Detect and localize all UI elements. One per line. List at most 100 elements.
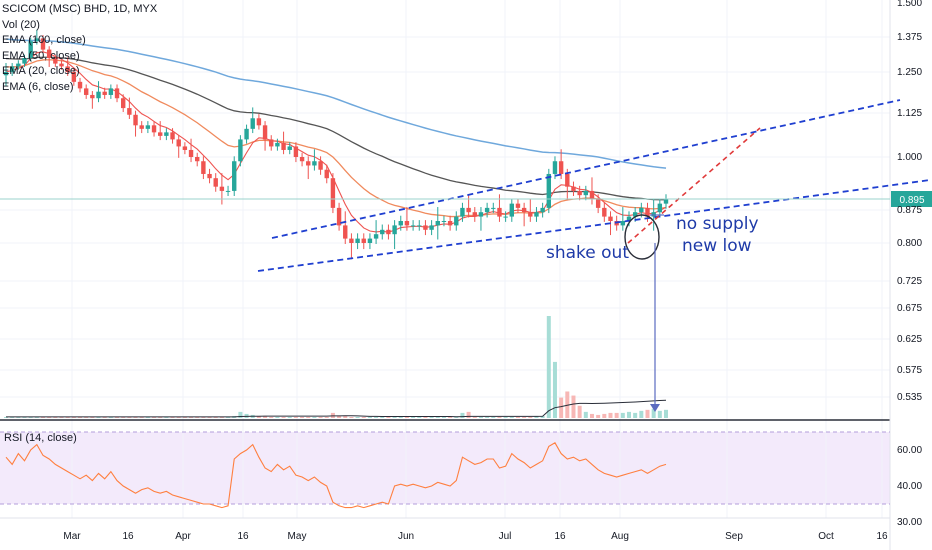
volume-bar	[448, 416, 453, 418]
legend-item-vol: Vol (20)	[2, 18, 40, 31]
candle-body	[491, 207, 496, 209]
volume-bar	[577, 405, 582, 418]
candle-body	[299, 157, 305, 162]
volume-bar	[312, 416, 317, 418]
candle-body	[176, 139, 181, 147]
candle-body	[269, 139, 274, 147]
candle-body	[158, 132, 163, 136]
time-tick-label: 16	[237, 531, 249, 542]
arrow-head	[650, 404, 660, 412]
candle-body	[355, 238, 360, 243]
volume-bar	[398, 416, 403, 418]
candle-body	[71, 72, 77, 82]
candle-body	[133, 114, 138, 126]
volume-bar	[528, 416, 533, 418]
volume-bar	[620, 412, 625, 418]
candle-body	[460, 207, 465, 217]
volume-bar	[367, 416, 372, 418]
legend-item-ema100: EMA (100, close)	[2, 34, 86, 46]
candle-body	[77, 81, 83, 89]
volume-bar	[127, 416, 132, 418]
candle-body	[386, 229, 391, 235]
candle-body	[287, 146, 292, 150]
volume-bar	[552, 361, 557, 418]
volume-bar	[614, 412, 619, 418]
time-tick-label: 16	[876, 531, 888, 542]
volume-bar	[263, 415, 268, 418]
candle-body	[182, 146, 188, 150]
candle-body	[343, 225, 348, 239]
volume-bar	[152, 416, 157, 418]
candle-body	[565, 173, 570, 187]
volume-bar	[28, 416, 33, 418]
candle-body	[417, 225, 422, 227]
time-tick-label: Apr	[175, 531, 191, 542]
price-tick-label: 0.725	[897, 276, 922, 287]
volume-bar	[454, 416, 459, 418]
volume-bar	[478, 416, 483, 418]
price-tick-label: 1.375	[897, 32, 922, 43]
volume-bar	[275, 416, 280, 418]
volume-bar	[213, 416, 218, 418]
candle-body	[509, 203, 514, 217]
volume-bar	[115, 416, 120, 418]
candle-body	[373, 234, 379, 239]
candle-body	[497, 207, 502, 217]
volume-bar	[201, 416, 206, 418]
candle-body	[145, 125, 151, 129]
candle-body	[423, 225, 428, 230]
candle-body	[602, 207, 607, 217]
candle-body	[595, 199, 601, 208]
volume-bar	[41, 416, 46, 418]
volume-bar	[466, 411, 471, 418]
candle-body	[96, 91, 101, 99]
time-tick-label: Aug	[611, 531, 629, 542]
candle-body	[164, 132, 169, 136]
volume-bar	[361, 416, 366, 418]
candle-body	[213, 178, 218, 187]
volume-bar	[657, 410, 662, 418]
annotation-new-low: new low	[682, 236, 752, 256]
volume-bar	[287, 416, 292, 418]
volume-bar	[306, 416, 311, 418]
candle-body	[472, 212, 477, 217]
projection-line	[627, 127, 761, 244]
volume-bar	[509, 416, 514, 418]
volume-bar	[170, 416, 175, 418]
volume-bar	[139, 416, 144, 418]
volume-ma-line	[6, 399, 667, 418]
rsi-tick-label: 60.00	[897, 445, 922, 456]
candle-body	[281, 142, 286, 150]
candle-body	[275, 142, 280, 147]
candle-body	[589, 190, 595, 200]
candle-body	[466, 207, 471, 213]
legend-item-ema20: EMA (20, close)	[2, 65, 80, 77]
volume-bar	[417, 416, 422, 418]
volume-bar	[176, 416, 181, 418]
legend-item-ema6: EMA (6, close)	[2, 80, 74, 93]
volume-bar	[472, 416, 477, 418]
volume-bar	[189, 416, 194, 418]
volume-bar	[589, 413, 594, 418]
lower-trendline	[257, 179, 931, 272]
volume-bar	[485, 416, 490, 418]
volume-bar	[596, 414, 601, 418]
candle-body	[108, 88, 114, 95]
volume-bar	[207, 416, 212, 418]
candle-body	[484, 207, 490, 213]
candle-body	[120, 98, 126, 109]
candle-body	[657, 203, 663, 213]
volume-bar	[34, 416, 39, 418]
candle-body	[225, 190, 231, 192]
candle-body	[620, 221, 626, 226]
legend-item-ema50: EMA (50, close)	[2, 49, 80, 62]
candle-body	[238, 139, 243, 162]
volume-bar	[559, 397, 564, 418]
candle-body	[447, 221, 453, 226]
volume-bar	[84, 416, 89, 418]
volume-bar	[651, 408, 656, 418]
candle-body	[367, 238, 373, 243]
candle-body	[454, 216, 459, 226]
volume-bar	[47, 416, 52, 418]
